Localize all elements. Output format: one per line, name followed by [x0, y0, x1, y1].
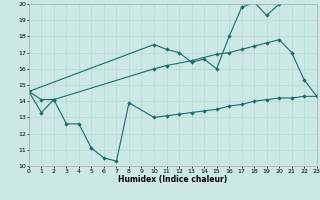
X-axis label: Humidex (Indice chaleur): Humidex (Indice chaleur): [118, 175, 228, 184]
